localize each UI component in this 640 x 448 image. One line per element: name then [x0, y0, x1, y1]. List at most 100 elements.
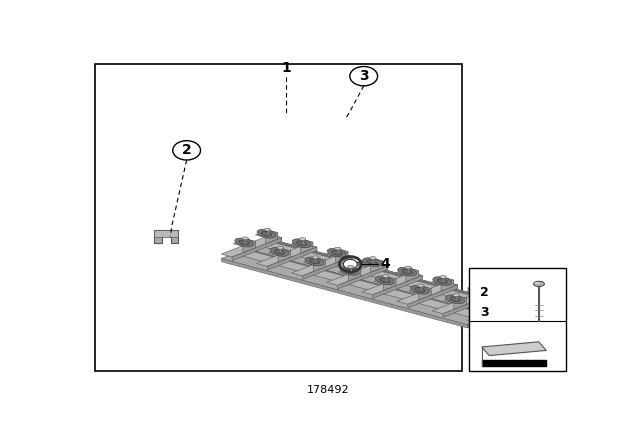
Polygon shape [444, 277, 453, 286]
Polygon shape [441, 280, 453, 291]
Polygon shape [303, 257, 352, 280]
Ellipse shape [335, 247, 341, 250]
Polygon shape [221, 235, 282, 257]
Bar [469, 267, 566, 371]
Text: 3: 3 [359, 69, 369, 83]
Polygon shape [467, 287, 488, 294]
Text: 3: 3 [480, 306, 489, 319]
Polygon shape [255, 230, 278, 237]
Polygon shape [154, 230, 178, 244]
Ellipse shape [445, 295, 465, 304]
Ellipse shape [397, 267, 417, 276]
Polygon shape [243, 241, 255, 253]
Polygon shape [303, 258, 326, 265]
Polygon shape [245, 249, 491, 315]
Ellipse shape [274, 250, 285, 254]
Polygon shape [351, 267, 361, 276]
Polygon shape [376, 263, 387, 270]
Polygon shape [316, 258, 326, 267]
Polygon shape [443, 294, 493, 317]
Ellipse shape [510, 294, 516, 297]
Polygon shape [412, 272, 422, 279]
Ellipse shape [340, 267, 359, 275]
Polygon shape [291, 240, 313, 247]
Ellipse shape [418, 284, 424, 287]
Polygon shape [278, 251, 291, 262]
Polygon shape [447, 282, 458, 289]
Polygon shape [383, 279, 396, 290]
Ellipse shape [261, 232, 272, 236]
Ellipse shape [488, 303, 495, 306]
Polygon shape [467, 301, 528, 323]
Polygon shape [361, 258, 383, 266]
Circle shape [344, 259, 357, 269]
Polygon shape [408, 285, 458, 308]
Ellipse shape [437, 279, 447, 284]
Polygon shape [292, 254, 352, 276]
Ellipse shape [380, 278, 390, 283]
Ellipse shape [475, 285, 482, 288]
Ellipse shape [370, 257, 376, 259]
Ellipse shape [242, 237, 248, 240]
Ellipse shape [383, 275, 389, 278]
Polygon shape [409, 286, 431, 293]
Polygon shape [271, 235, 282, 241]
Ellipse shape [468, 286, 487, 295]
Ellipse shape [332, 250, 342, 255]
Ellipse shape [344, 268, 355, 273]
Ellipse shape [405, 266, 412, 269]
Polygon shape [221, 258, 467, 328]
Ellipse shape [472, 288, 483, 293]
Polygon shape [303, 240, 313, 249]
Polygon shape [271, 239, 517, 309]
Polygon shape [479, 287, 488, 296]
Polygon shape [444, 296, 467, 303]
Polygon shape [268, 248, 291, 256]
Polygon shape [371, 261, 383, 272]
Polygon shape [456, 296, 467, 305]
Polygon shape [337, 266, 387, 289]
Polygon shape [268, 247, 317, 270]
Polygon shape [268, 240, 513, 307]
Polygon shape [482, 342, 547, 356]
Polygon shape [268, 230, 278, 239]
Polygon shape [306, 244, 317, 251]
Bar [95, 64, 462, 371]
Ellipse shape [402, 269, 412, 274]
Ellipse shape [453, 294, 460, 297]
Polygon shape [326, 249, 348, 256]
Ellipse shape [534, 282, 540, 284]
Ellipse shape [348, 265, 354, 268]
Polygon shape [348, 270, 361, 281]
Polygon shape [374, 276, 396, 284]
Polygon shape [482, 292, 493, 298]
Polygon shape [421, 286, 431, 295]
Polygon shape [233, 239, 255, 246]
Ellipse shape [367, 260, 377, 265]
Text: 178492: 178492 [307, 385, 349, 395]
Ellipse shape [376, 276, 394, 285]
Polygon shape [517, 301, 528, 307]
Ellipse shape [239, 240, 250, 245]
Ellipse shape [300, 238, 306, 241]
Polygon shape [232, 249, 491, 319]
Polygon shape [338, 249, 348, 258]
Polygon shape [154, 230, 178, 237]
Text: 1: 1 [281, 61, 291, 75]
Ellipse shape [415, 288, 425, 292]
Polygon shape [221, 239, 517, 325]
Polygon shape [476, 289, 488, 301]
Polygon shape [431, 277, 453, 285]
Polygon shape [335, 252, 348, 263]
Polygon shape [419, 289, 431, 300]
Polygon shape [478, 304, 528, 327]
Text: 4: 4 [380, 257, 390, 271]
Polygon shape [339, 267, 361, 275]
Ellipse shape [270, 248, 289, 256]
Text: 2: 2 [182, 143, 191, 157]
Ellipse shape [305, 257, 324, 266]
Polygon shape [246, 239, 255, 248]
Ellipse shape [410, 285, 429, 294]
Polygon shape [313, 260, 326, 271]
Ellipse shape [309, 259, 320, 264]
